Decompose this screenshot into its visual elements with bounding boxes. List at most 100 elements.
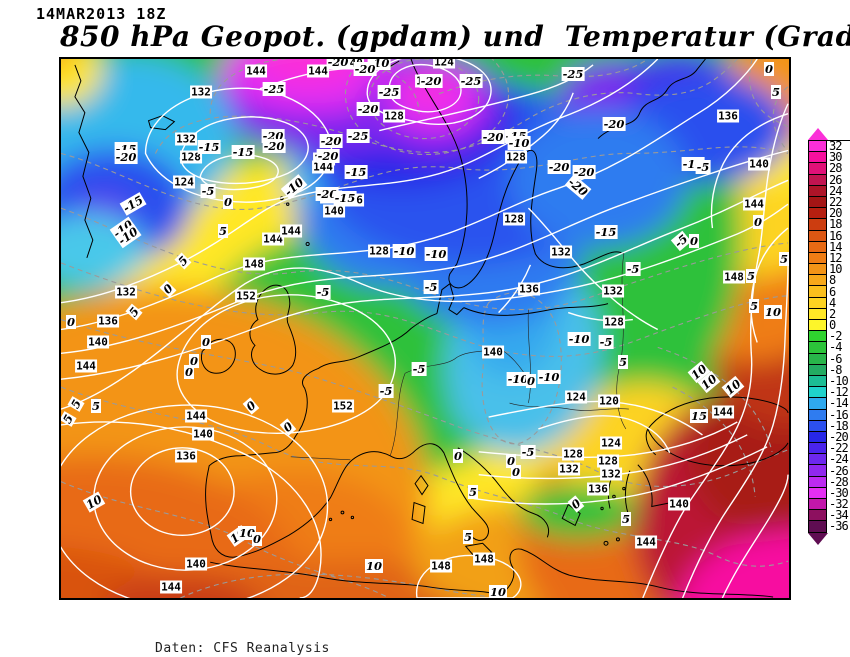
colorbar-tick-label: 14: [829, 239, 842, 254]
attribution: Daten: CFS Reanalysis (C) Wetterzentrale…: [155, 605, 330, 657]
map-labels: 1321441441401281241201321281241281361401…: [61, 59, 789, 598]
colorbar-tick-label: -22: [829, 441, 849, 456]
temp-label: 0: [452, 449, 464, 463]
colorbar-row: -10: [808, 375, 850, 388]
colorbar-row: 2: [808, 308, 850, 320]
colorbar-swatch: [808, 174, 827, 186]
temp-label: 5: [174, 252, 192, 270]
temp-label: 5: [748, 299, 760, 313]
colorbar-tick-label: -24: [829, 452, 849, 467]
temp-label: 0: [183, 365, 195, 379]
height-label: 152: [235, 289, 257, 303]
colorbar-row: 24: [808, 185, 850, 197]
height-label: 144: [75, 359, 97, 373]
height-label: 148: [723, 270, 745, 284]
colorbar-swatch: [808, 141, 827, 153]
temp-label: -15: [333, 191, 357, 205]
temp-label: -20: [262, 139, 286, 153]
temp-label: 5: [125, 303, 143, 321]
colorbar-swatch: [808, 409, 827, 421]
colorbar-swatch: [808, 252, 827, 265]
colorbar-swatch: [808, 152, 827, 164]
temp-label: -5: [695, 160, 711, 174]
height-label: 132: [558, 462, 580, 476]
colorbar-tick-label: 20: [829, 206, 842, 221]
temp-label: 5: [778, 252, 789, 266]
temp-label: -20: [114, 150, 138, 164]
temp-label: -5: [423, 280, 439, 294]
height-label: 124: [600, 436, 622, 450]
height-label: 152: [332, 399, 354, 413]
temp-label: -20: [326, 57, 350, 69]
colorbar-arrow-up: [808, 128, 828, 140]
colorbar-row: -22: [808, 441, 850, 456]
height-label: 144: [712, 405, 734, 419]
colorbar-swatch: [808, 387, 827, 399]
temp-label: -10: [367, 57, 391, 70]
temperature-colorbar: 32 30 28 26 24 22 20 18 16 14 12 10 8 6 4 2 0 -2 -4 -6 -8 -10…: [808, 128, 850, 545]
temp-label: -25: [262, 82, 286, 96]
height-label: 140: [482, 345, 504, 359]
colorbar-tick-label: 22: [829, 195, 842, 210]
temp-label: -20: [316, 149, 340, 163]
colorbar-swatch: [808, 297, 827, 309]
temp-label: -20: [602, 117, 626, 131]
temp-label: 5: [745, 269, 757, 283]
colorbar-row: -18: [808, 418, 850, 433]
temp-label: -15: [231, 145, 255, 159]
height-label: 148: [430, 559, 452, 573]
temp-label: -20: [419, 74, 443, 88]
height-label: 132: [190, 85, 212, 99]
colorbar-row: 32: [808, 140, 850, 153]
colorbar-cells: 32 30 28 26 24 22 20 18 16 14 12 10 8 6 4 2 0 -2 -4 -6 -8 -10…: [808, 140, 850, 533]
temp-label: -5: [200, 184, 216, 198]
temp-label: -10: [280, 174, 308, 200]
temp-label: 0: [567, 495, 585, 513]
temp-label: -10: [507, 136, 531, 150]
temp-label: -20: [572, 165, 596, 179]
colorbar-tick-label: 18: [829, 217, 842, 232]
colorbar-row: -36: [808, 520, 850, 533]
temp-label: 5: [217, 224, 229, 238]
colorbar-row: 4: [808, 297, 850, 309]
height-label: 144: [743, 197, 765, 211]
temp-label: -5: [378, 384, 394, 398]
colorbar-swatch: [808, 431, 827, 444]
temp-label: -5: [625, 262, 641, 276]
colorbar-swatch: [808, 465, 827, 477]
height-label: 140: [185, 557, 207, 571]
temp-label: -15: [344, 165, 368, 179]
height-label: 148: [473, 552, 495, 566]
temp-label: 0: [763, 62, 775, 76]
colorbar-swatch: [808, 275, 827, 287]
height-label: 144: [262, 232, 284, 246]
temp-label: -15: [197, 140, 221, 154]
colorbar-row: -4: [808, 341, 850, 354]
colorbar-tick-label: -14: [829, 396, 849, 411]
colorbar-row: -20: [808, 431, 850, 444]
colorbar-swatch: [808, 331, 827, 343]
colorbar-tick-label: -26: [829, 463, 849, 478]
colorbar-row: 8: [808, 273, 850, 288]
height-label: 140: [748, 157, 770, 171]
height-label: 144: [635, 535, 657, 549]
colorbar-tick-label: -18: [829, 418, 849, 433]
colorbar-row: 6: [808, 286, 850, 298]
temp-label: -20: [547, 160, 571, 174]
colorbar-swatch: [808, 499, 827, 511]
colorbar-swatch: [808, 163, 827, 175]
height-label: 144: [160, 580, 182, 594]
colorbar-row: -34: [808, 509, 850, 522]
colorbar-tick-label: 8: [829, 273, 836, 288]
colorbar-row: 18: [808, 217, 850, 232]
colorbar-tick-label: -32: [829, 497, 849, 512]
colorbar-row: 22: [808, 195, 850, 210]
colorbar-arrow-down: [808, 532, 828, 545]
colorbar-tick-label: 10: [829, 262, 842, 277]
temp-label: 0: [279, 418, 297, 436]
temp-label: -5: [598, 335, 614, 349]
height-label: 144: [245, 64, 267, 78]
height-label: 136: [587, 482, 609, 496]
colorbar-row: 0: [808, 319, 850, 332]
colorbar-row: -14: [808, 396, 850, 411]
